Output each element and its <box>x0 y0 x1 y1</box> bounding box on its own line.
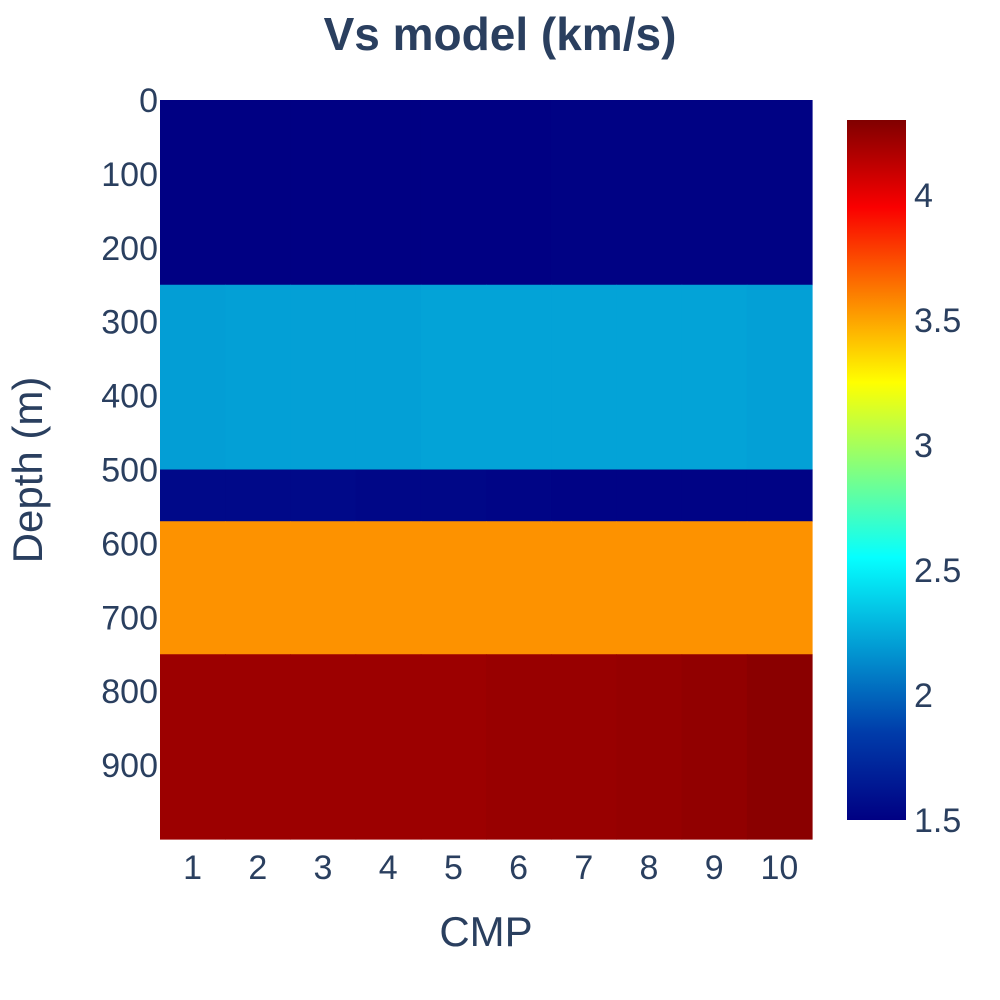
heatmap-cell <box>551 654 617 840</box>
y-tick-label: 600 <box>101 525 158 563</box>
colorbar-ticks: 1.5 2 2.5 3 3.5 4 <box>914 177 961 840</box>
colorbar-tick-label: 3.5 <box>914 302 961 340</box>
heatmap-cell <box>681 100 748 286</box>
heatmap-cell <box>355 654 422 840</box>
heatmap-cell <box>420 100 487 286</box>
x-tick-label: 2 <box>248 849 267 887</box>
heatmap-cell <box>160 469 226 522</box>
heatmap-cell <box>616 654 683 840</box>
heatmap-cell <box>486 521 552 655</box>
x-tick-label: 9 <box>705 849 724 887</box>
y-tick-label: 300 <box>101 304 158 342</box>
y-tick-label: 100 <box>101 156 158 194</box>
heatmap-cell <box>225 654 291 840</box>
heatmap-cell <box>746 654 813 840</box>
colorbar-tick-label: 2.5 <box>914 552 961 590</box>
heatmap-cell <box>420 469 487 522</box>
x-tick-label: 8 <box>640 849 659 887</box>
heatmap-cell <box>225 521 291 655</box>
heatmap-cells <box>160 100 813 840</box>
heatmap-cell <box>681 469 748 522</box>
x-tick-label: 7 <box>574 849 593 887</box>
heatmap-cell <box>616 469 683 522</box>
heatmap-cell <box>290 469 357 522</box>
x-tick-label: 5 <box>444 849 463 887</box>
heatmap-cell <box>746 100 813 286</box>
y-tick-label: 200 <box>101 230 158 268</box>
y-tick-label: 900 <box>101 747 158 785</box>
heatmap-cell <box>290 284 357 471</box>
heatmap-cell <box>290 521 357 655</box>
heatmap-cell <box>681 654 748 840</box>
heatmap-cell <box>160 100 226 286</box>
x-tick-label: 3 <box>314 849 333 887</box>
heatmap-cell <box>551 284 617 471</box>
heatmap-cell <box>290 100 357 286</box>
y-axis-ticks: 0 100 200 300 400 500 600 700 800 900 <box>101 82 158 785</box>
heatmap-cell <box>420 654 487 840</box>
y-tick-label: 800 <box>101 673 158 711</box>
x-tick-label: 1 <box>183 849 202 887</box>
heatmap-cell <box>551 469 617 522</box>
y-tick-label: 400 <box>101 378 158 416</box>
y-tick-label: 500 <box>101 452 158 490</box>
heatmap-cell <box>681 521 748 655</box>
heatmap-cell <box>225 100 291 286</box>
colorbar <box>847 120 906 820</box>
heatmap-cell <box>355 284 422 471</box>
heatmap-cell <box>486 654 552 840</box>
heatmap-cell <box>290 654 357 840</box>
x-axis-title: CMP <box>439 908 532 955</box>
heatmap-cell <box>225 284 291 471</box>
colorbar-tick-label: 4 <box>914 177 933 215</box>
y-tick-label: 700 <box>101 599 158 637</box>
chart-title: Vs model (km/s) <box>324 8 677 60</box>
heatmap-cell <box>486 100 552 286</box>
x-tick-label: 6 <box>509 849 528 887</box>
y-axis-title: Depth (m) <box>4 377 51 564</box>
y-tick-label: 0 <box>139 82 158 120</box>
heatmap-cell <box>616 521 683 655</box>
heatmap-cell <box>355 100 422 286</box>
heatmap-cell <box>681 284 748 471</box>
heatmap-cell <box>746 469 813 522</box>
colorbar-tick-label: 1.5 <box>914 802 961 840</box>
heatmap-cell <box>746 521 813 655</box>
heatmap-cell <box>160 284 226 471</box>
heatmap-cell <box>486 469 552 522</box>
heatmap-cell <box>486 284 552 471</box>
heatmap-cell <box>551 521 617 655</box>
heatmap-cell <box>225 469 291 522</box>
colorbar-tick-label: 3 <box>914 427 933 465</box>
heatmap-cell <box>616 284 683 471</box>
heatmap-cell <box>160 654 226 840</box>
colorbar-tick-label: 2 <box>914 677 933 715</box>
heatmap-cell <box>355 469 422 522</box>
x-axis-ticks: 1 2 3 4 5 6 7 8 9 10 <box>183 849 798 887</box>
heatmap-cell <box>746 284 813 471</box>
x-tick-label: 10 <box>760 849 798 887</box>
heatmap-cell <box>420 521 487 655</box>
heatmap-cell <box>160 521 226 655</box>
x-tick-label: 4 <box>379 849 398 887</box>
heatmap-cell <box>420 284 487 471</box>
heatmap-cell <box>551 100 617 286</box>
heatmap-cell <box>355 521 422 655</box>
heatmap-cell <box>616 100 683 286</box>
